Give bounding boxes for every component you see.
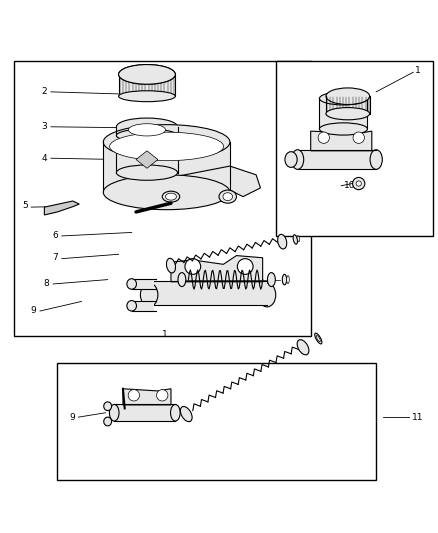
Ellipse shape xyxy=(291,150,304,169)
Ellipse shape xyxy=(319,123,367,135)
Bar xyxy=(117,127,177,135)
Ellipse shape xyxy=(110,405,119,421)
Polygon shape xyxy=(123,389,171,405)
Ellipse shape xyxy=(119,91,175,102)
Circle shape xyxy=(353,177,365,190)
Ellipse shape xyxy=(268,272,276,287)
Text: 1: 1 xyxy=(415,66,420,75)
Text: 11: 11 xyxy=(412,413,424,422)
Text: 2: 2 xyxy=(42,87,47,96)
Ellipse shape xyxy=(119,64,175,84)
Ellipse shape xyxy=(162,191,180,202)
Bar xyxy=(319,99,367,129)
Bar xyxy=(149,281,267,305)
Polygon shape xyxy=(44,201,79,215)
Ellipse shape xyxy=(117,118,177,135)
Bar xyxy=(114,405,175,421)
Ellipse shape xyxy=(104,417,112,426)
Ellipse shape xyxy=(285,152,297,167)
Bar xyxy=(297,150,376,169)
Ellipse shape xyxy=(119,64,175,84)
Ellipse shape xyxy=(283,274,287,285)
Ellipse shape xyxy=(315,333,322,344)
Ellipse shape xyxy=(103,125,230,159)
Ellipse shape xyxy=(178,272,186,287)
Polygon shape xyxy=(136,151,158,168)
Bar xyxy=(132,301,153,311)
Ellipse shape xyxy=(166,259,176,273)
Circle shape xyxy=(128,390,140,401)
Ellipse shape xyxy=(127,279,137,289)
Ellipse shape xyxy=(278,235,287,249)
Ellipse shape xyxy=(293,235,297,244)
Ellipse shape xyxy=(258,283,276,307)
Text: 3: 3 xyxy=(42,122,47,131)
Bar xyxy=(14,61,311,336)
Circle shape xyxy=(318,132,329,143)
Text: 4: 4 xyxy=(42,154,47,163)
Ellipse shape xyxy=(117,165,177,180)
Text: 10: 10 xyxy=(344,181,356,190)
Circle shape xyxy=(185,259,201,274)
Ellipse shape xyxy=(117,143,177,158)
Ellipse shape xyxy=(170,405,180,421)
Ellipse shape xyxy=(103,175,230,209)
Ellipse shape xyxy=(117,129,177,142)
Text: 8: 8 xyxy=(44,279,49,288)
Ellipse shape xyxy=(223,193,233,200)
Bar xyxy=(276,61,433,236)
Text: 9: 9 xyxy=(31,305,36,314)
Circle shape xyxy=(356,181,361,186)
Ellipse shape xyxy=(128,124,166,136)
Ellipse shape xyxy=(110,132,223,160)
Text: 7: 7 xyxy=(53,253,58,262)
Ellipse shape xyxy=(127,301,137,311)
Ellipse shape xyxy=(297,236,300,241)
Bar xyxy=(103,142,230,192)
Ellipse shape xyxy=(180,407,192,422)
Text: 5: 5 xyxy=(22,201,28,210)
Ellipse shape xyxy=(287,276,289,284)
Polygon shape xyxy=(311,131,372,151)
Bar xyxy=(119,75,175,96)
Polygon shape xyxy=(171,256,263,282)
Circle shape xyxy=(237,259,253,274)
Ellipse shape xyxy=(326,108,370,120)
Polygon shape xyxy=(162,166,261,197)
Circle shape xyxy=(353,132,364,143)
Text: 9: 9 xyxy=(69,413,75,422)
Bar xyxy=(117,151,177,173)
Ellipse shape xyxy=(326,88,370,104)
Ellipse shape xyxy=(297,340,309,355)
Ellipse shape xyxy=(104,402,112,410)
Bar xyxy=(132,279,153,289)
Text: 6: 6 xyxy=(53,231,58,239)
Ellipse shape xyxy=(319,92,367,105)
Ellipse shape xyxy=(166,193,177,200)
Ellipse shape xyxy=(370,150,382,169)
Text: 1: 1 xyxy=(162,330,167,338)
Bar xyxy=(57,362,376,480)
Ellipse shape xyxy=(219,190,237,203)
Circle shape xyxy=(156,390,168,401)
Bar xyxy=(326,96,370,114)
Ellipse shape xyxy=(141,283,158,307)
Ellipse shape xyxy=(316,335,320,342)
